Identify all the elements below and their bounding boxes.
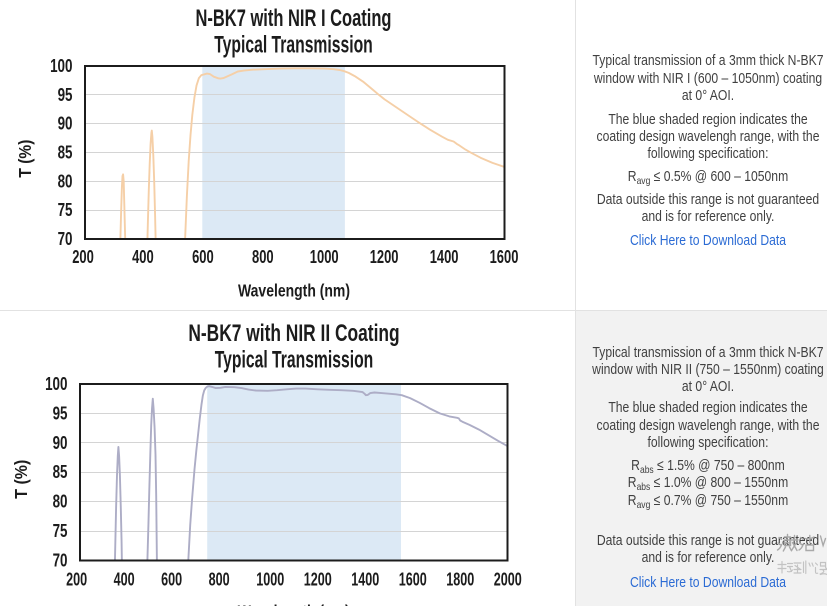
svg-text:95: 95: [53, 402, 68, 423]
svg-text:200: 200: [72, 247, 94, 267]
svg-text:1600: 1600: [490, 247, 519, 267]
svg-text:Wavelength (nm): Wavelength (nm): [238, 281, 350, 301]
svg-text:85: 85: [58, 143, 73, 163]
svg-text:95: 95: [58, 85, 73, 105]
svg-text:Typical Transmission: Typical Transmission: [215, 347, 374, 374]
svg-text:75: 75: [58, 200, 73, 220]
svg-text:600: 600: [192, 247, 214, 267]
svg-text:800: 800: [209, 569, 230, 590]
svg-text:90: 90: [58, 114, 73, 134]
svg-text:75: 75: [53, 520, 68, 541]
svg-text:400: 400: [132, 247, 154, 267]
svg-text:N-BK7 with NIR II Coating: N-BK7 with NIR II Coating: [188, 320, 399, 347]
svg-text:1200: 1200: [370, 247, 399, 267]
svg-text:Typical Transmission: Typical Transmission: [214, 31, 373, 58]
svg-text:600: 600: [161, 569, 182, 590]
svg-text:1800: 1800: [446, 569, 474, 590]
svg-text:N-BK7 with NIR I Coating: N-BK7 with NIR I Coating: [196, 5, 392, 32]
svg-text:1400: 1400: [430, 247, 459, 267]
svg-text:400: 400: [114, 569, 135, 590]
svg-text:800: 800: [252, 247, 274, 267]
svg-text:1000: 1000: [310, 247, 339, 267]
svg-text:1600: 1600: [399, 569, 427, 590]
svg-text:90: 90: [53, 432, 68, 453]
svg-text:2000: 2000: [494, 569, 522, 590]
svg-text:T (%): T (%): [15, 140, 35, 178]
svg-text:85: 85: [53, 461, 68, 482]
svg-text:100: 100: [45, 373, 67, 394]
svg-text:100: 100: [50, 56, 72, 76]
svg-text:200: 200: [66, 569, 87, 590]
svg-text:T (%): T (%): [11, 460, 31, 499]
svg-text:1400: 1400: [351, 569, 379, 590]
svg-text:Wavelength (nm): Wavelength (nm): [238, 602, 350, 606]
svg-text:1000: 1000: [256, 569, 284, 590]
svg-text:70: 70: [58, 229, 73, 249]
svg-text:80: 80: [53, 491, 68, 512]
svg-text:70: 70: [53, 550, 68, 571]
svg-text:1200: 1200: [304, 569, 332, 590]
svg-text:80: 80: [58, 171, 73, 191]
